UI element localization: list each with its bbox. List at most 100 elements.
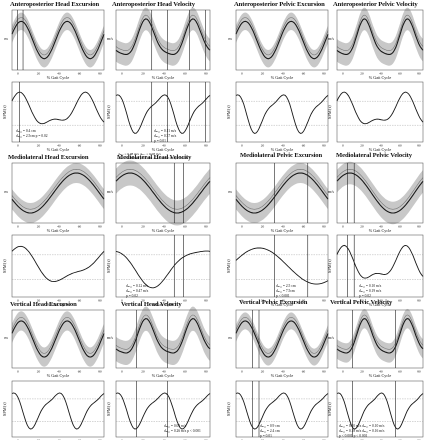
sd-band xyxy=(236,163,328,223)
tick-label: 0 xyxy=(121,299,123,303)
tick-label: 60 xyxy=(398,370,402,374)
mean-curve-plot: 0 20 40 60 80 % Gait Cycle m/s xyxy=(107,306,211,378)
tick-label: 0 xyxy=(121,72,123,76)
tick-label: 0 xyxy=(342,72,344,76)
tick-label: 20 xyxy=(37,299,41,303)
stat-annotation: dₘₐₓ = 0.10 m/s xyxy=(359,284,382,288)
sd-band xyxy=(116,160,210,226)
group-mean-line xyxy=(336,18,424,55)
x-axis-label: % Gait Cycle xyxy=(369,147,392,152)
tick-label: 80 xyxy=(98,72,102,76)
axes-frame xyxy=(11,162,105,224)
stat-annotation: dₘₐₓ = 0.34 m/s p < 0.001 dₘₐₓ = 0.32 m/… xyxy=(118,156,189,160)
axes-frame xyxy=(235,162,329,224)
x-axis-label: % Gait Cycle xyxy=(152,75,175,80)
tick-label: 0 xyxy=(241,299,243,303)
tick-label: 20 xyxy=(360,370,364,374)
axes-frame xyxy=(235,81,329,143)
tick-label: 20 xyxy=(261,144,265,148)
tick-label: 60 xyxy=(183,144,187,148)
spm-curve xyxy=(11,245,105,283)
tick-label: 0 xyxy=(342,225,344,229)
mean-curve-plot: 0 20 40 60 80 % Gait Cycle m/s xyxy=(328,308,424,378)
tick-label: 20 xyxy=(37,225,41,229)
tick-label: 20 xyxy=(360,439,364,440)
spm-curve xyxy=(115,94,211,134)
sd-band xyxy=(116,7,210,66)
group-mean-line xyxy=(115,314,211,350)
tick-label: 80 xyxy=(98,370,102,374)
spm-curve xyxy=(115,392,211,430)
x-axis-label: % Gait Cycle xyxy=(152,228,175,233)
tick-label: 40 xyxy=(281,299,285,303)
stat-annotation: dₘₐₓ = 7.5cm xyxy=(276,289,295,293)
tick-label: 0 xyxy=(241,370,243,374)
panel-title: Vertical Pelvic Velocity xyxy=(330,299,393,306)
tick-label: 40 xyxy=(57,299,61,303)
y-axis-label: SPM{t} xyxy=(226,402,231,416)
group-mean-line xyxy=(115,18,211,55)
axes-frame xyxy=(11,234,105,298)
tick-label: 60 xyxy=(398,144,402,148)
tick-label: 20 xyxy=(141,370,145,374)
stat-annotation: dₘₐₓ = 0.08 m/s dₘₐₓ = 0.08 m/s xyxy=(118,152,161,156)
group-mean-line xyxy=(235,172,329,214)
axes-frame xyxy=(235,234,329,298)
stat-annotation: dₘₐₓ = 0.47 m/s xyxy=(126,289,149,293)
x-axis-label: % Gait Cycle xyxy=(47,147,70,152)
tick-label: 80 xyxy=(322,225,326,229)
tick-label: 40 xyxy=(281,144,285,148)
tick-label: 80 xyxy=(204,370,208,374)
tick-label: 80 xyxy=(322,299,326,303)
tick-label: 40 xyxy=(379,225,383,229)
stat-annotation: dₘₐₓ = 0.05 m/s xyxy=(164,424,187,428)
x-axis-label: % Gait Cycle xyxy=(369,373,392,378)
tick-label: 40 xyxy=(162,299,166,303)
tick-label: 80 xyxy=(204,144,208,148)
tick-label: 60 xyxy=(183,225,187,229)
spm-plot: 0 20 40 60 80 % Gait Cycle SPM{t} dₘₐₓ = 0.12 m… xyxy=(106,234,211,307)
tick-label: 0 xyxy=(241,144,243,148)
tick-label: 80 xyxy=(98,144,102,148)
y-axis-label: m xyxy=(4,36,8,41)
stat-annotation: dₘₐₓ = 0.37 m/s xyxy=(154,134,177,138)
tick-label: 80 xyxy=(417,72,421,76)
panel-title: Anteroposterior Head Excursion xyxy=(10,1,100,8)
tick-label: 0 xyxy=(17,72,19,76)
y-axis-label: SPM{t} xyxy=(327,105,332,119)
spm-curve xyxy=(235,247,329,285)
stat-annotation: p = 0.02 xyxy=(359,294,371,298)
tick-label: 60 xyxy=(78,72,82,76)
tick-label: 40 xyxy=(281,370,285,374)
tick-label: 60 xyxy=(398,439,402,440)
group-mean-line xyxy=(235,168,329,210)
axes-frame xyxy=(336,162,424,224)
spm-curve xyxy=(336,392,424,430)
axes-frame xyxy=(235,9,329,71)
tick-label: 0 xyxy=(121,439,123,440)
tick-label: 60 xyxy=(78,144,82,148)
panel-title: Mediolateral Head Excursion xyxy=(8,154,89,161)
group-mean-line xyxy=(336,14,424,52)
group-mean-line xyxy=(11,320,105,358)
tick-label: 0 xyxy=(17,144,19,148)
tick-label: 80 xyxy=(204,225,208,229)
group-mean-line xyxy=(11,17,105,56)
y-axis-label: SPM{t} xyxy=(106,402,111,416)
tick-label: 80 xyxy=(417,225,421,229)
spm-plot: 0 20 40 60 80 % Gait Cycle SPM{t} xyxy=(2,234,105,307)
stat-annotation: p < 0.001 xyxy=(276,294,290,298)
tick-label: 0 xyxy=(241,225,243,229)
group-mean-line xyxy=(115,318,211,354)
tick-label: 60 xyxy=(398,299,402,303)
x-axis-label: % Gait Cycle xyxy=(152,147,175,152)
tick-label: 40 xyxy=(162,370,166,374)
tick-label: 60 xyxy=(183,439,187,440)
tick-label: 40 xyxy=(57,370,61,374)
tick-label: 20 xyxy=(37,72,41,76)
panel-title: Mediolateral Head Velocity xyxy=(117,154,192,161)
tick-label: 80 xyxy=(417,370,421,374)
y-axis-label: SPM{t} xyxy=(106,259,111,273)
